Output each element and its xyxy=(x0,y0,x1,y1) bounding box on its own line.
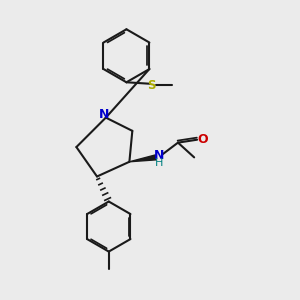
Text: S: S xyxy=(147,79,156,92)
Polygon shape xyxy=(129,155,156,162)
Text: O: O xyxy=(197,133,208,146)
Text: H: H xyxy=(155,158,164,168)
Text: N: N xyxy=(154,148,165,161)
Text: N: N xyxy=(99,108,110,121)
